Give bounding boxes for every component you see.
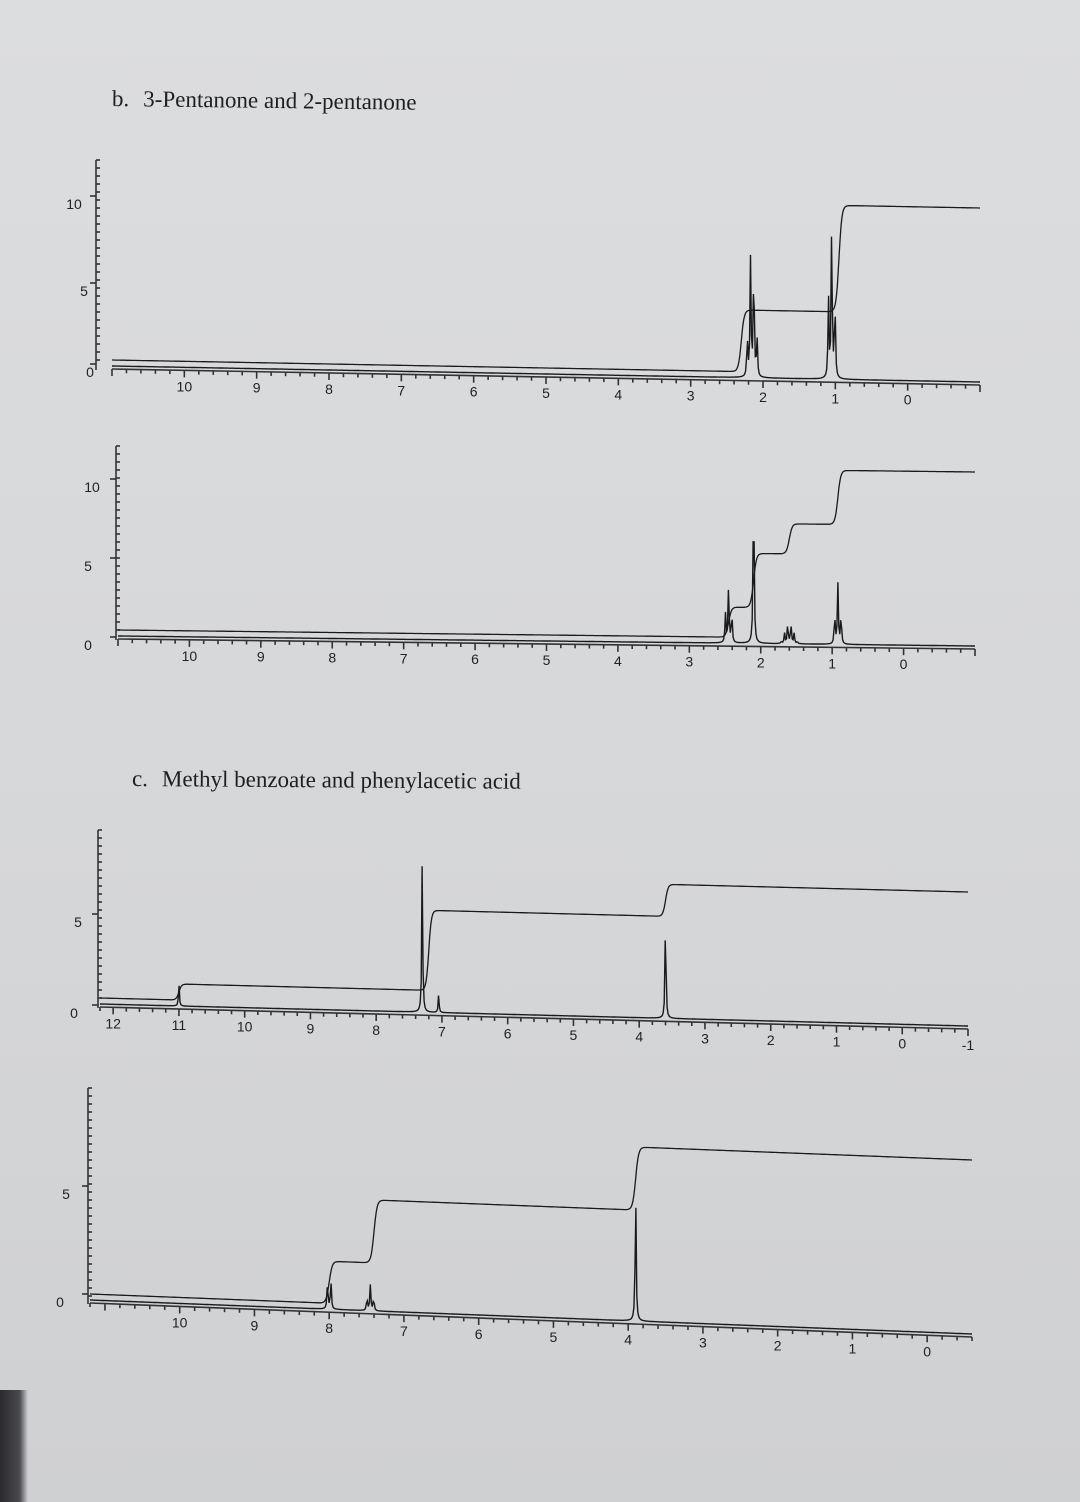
x-tick-label: 10 bbox=[177, 378, 193, 394]
spectrum-trace bbox=[90, 1207, 972, 1335]
x-tick-label: 0 bbox=[900, 656, 908, 672]
page-edge-shadow bbox=[0, 1390, 28, 1502]
integration-curve bbox=[112, 204, 980, 373]
y-tick-label: 0 bbox=[84, 637, 92, 653]
x-tick-label: 2 bbox=[757, 655, 765, 671]
x-tick-label: 0 bbox=[923, 1343, 931, 1359]
x-tick-label: 1 bbox=[828, 655, 836, 671]
x-tick-label: 9 bbox=[257, 649, 265, 665]
x-tick-label: 7 bbox=[438, 1024, 446, 1040]
x-tick-label: 6 bbox=[475, 1326, 483, 1342]
x-tick-label: 2 bbox=[774, 1338, 782, 1354]
x-axis bbox=[89, 1302, 973, 1338]
y-tick-label: 10 bbox=[66, 196, 82, 212]
y-tick-label: 0 bbox=[56, 1294, 64, 1310]
x-tick-label: 8 bbox=[325, 1320, 333, 1336]
y-tick-label: 10 bbox=[84, 479, 100, 495]
integration-curve bbox=[118, 469, 975, 638]
x-tick-label: 7 bbox=[397, 382, 405, 398]
integration-curve bbox=[90, 1146, 972, 1304]
x-tick-label: 10 bbox=[172, 1314, 188, 1330]
x-tick-label: 4 bbox=[635, 1029, 643, 1045]
x-tick-label: 7 bbox=[400, 1323, 408, 1339]
x-tick-label: 4 bbox=[614, 653, 622, 669]
y-tick-label: 5 bbox=[62, 1186, 70, 1202]
x-tick-label: 5 bbox=[543, 652, 551, 668]
spectrum-trace bbox=[100, 866, 968, 1027]
x-tick-label: 3 bbox=[699, 1335, 707, 1351]
spectrum-trace bbox=[118, 541, 975, 647]
x-tick-label: 5 bbox=[570, 1027, 578, 1043]
x-tick-label: 8 bbox=[325, 381, 333, 397]
x-tick-label: 3 bbox=[685, 654, 693, 670]
x-tick-label: 2 bbox=[767, 1032, 775, 1048]
x-tick-label: 1 bbox=[833, 1034, 841, 1050]
x-tick-label: 3 bbox=[687, 388, 695, 404]
x-tick-label: 5 bbox=[542, 385, 550, 401]
x-tick-label: 12 bbox=[105, 1015, 121, 1031]
x-tick-label: 10 bbox=[237, 1019, 253, 1035]
x-tick-label: 6 bbox=[504, 1025, 512, 1041]
x-tick-label: 9 bbox=[251, 1317, 259, 1333]
x-tick-label: 8 bbox=[328, 650, 336, 666]
x-tick-label: 9 bbox=[307, 1020, 315, 1036]
x-tick-label: 0 bbox=[904, 392, 912, 408]
x-tick-label: 11 bbox=[172, 1017, 187, 1033]
x-tick-label: 3 bbox=[701, 1030, 709, 1046]
x-tick-label: 7 bbox=[400, 650, 408, 666]
x-tick-label: 1 bbox=[849, 1340, 857, 1356]
spectrum-trace bbox=[112, 236, 980, 383]
x-tick-label: 5 bbox=[550, 1329, 558, 1345]
x-tick-label: 6 bbox=[470, 384, 478, 400]
x-tick-label: 1 bbox=[831, 390, 839, 406]
x-tick-label: 8 bbox=[372, 1022, 380, 1038]
y-tick-label: 5 bbox=[84, 558, 92, 574]
y-tick-label: 5 bbox=[74, 914, 82, 930]
y-tick-label: 5 bbox=[80, 283, 88, 299]
integration-curve bbox=[100, 883, 968, 1001]
x-tick-label: 6 bbox=[471, 651, 479, 667]
x-tick-label: 4 bbox=[614, 386, 622, 402]
x-tick-label: 2 bbox=[759, 389, 767, 405]
x-tick-label: 10 bbox=[182, 648, 198, 664]
y-tick-label: 0 bbox=[86, 364, 94, 380]
x-tick-label: -1 bbox=[962, 1037, 975, 1053]
x-tick-label: 9 bbox=[253, 380, 261, 396]
y-tick-label: 0 bbox=[70, 1005, 78, 1021]
x-tick-label: 4 bbox=[624, 1332, 632, 1348]
x-tick-label: 0 bbox=[898, 1035, 906, 1051]
